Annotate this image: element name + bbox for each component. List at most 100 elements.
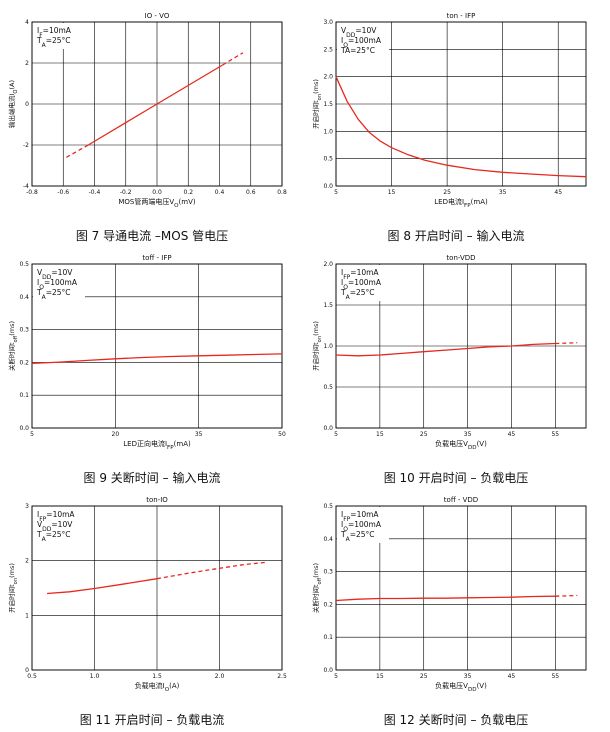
y-axis-label: 开启时间ton(ms) bbox=[311, 79, 323, 129]
x-tick-label: 2.5 bbox=[277, 673, 287, 680]
x-tick-label: 45 bbox=[508, 431, 516, 438]
y-tick-label: 0.5 bbox=[323, 384, 333, 391]
y-tick-label: 1.5 bbox=[323, 302, 333, 309]
x-tick-label: 50 bbox=[278, 431, 286, 438]
x-tick-label: 35 bbox=[464, 431, 472, 438]
figure-caption-10: 图 10 开启时间 – 负载电压 bbox=[383, 471, 529, 485]
y-tick-label: 0 bbox=[25, 101, 29, 108]
x-tick-label: 55 bbox=[551, 673, 559, 680]
plot-frame bbox=[335, 505, 587, 671]
condition-annotation: TA=25°C bbox=[36, 288, 71, 301]
x-tick-label: 0.2 bbox=[183, 189, 193, 196]
y-tick-label: 0.5 bbox=[323, 503, 333, 510]
y-axis-label: 关断时间toff(ms) bbox=[7, 321, 19, 371]
plot-frame bbox=[335, 263, 587, 429]
x-tick-label: 35 bbox=[499, 189, 507, 196]
y-tick-label: 1.0 bbox=[323, 128, 333, 135]
x-tick-label: 25 bbox=[443, 189, 451, 196]
y-tick-label: 2.5 bbox=[323, 46, 333, 53]
x-tick-label: 5 bbox=[334, 189, 338, 196]
plot-frame bbox=[335, 21, 587, 187]
x-tick-label: -0.2 bbox=[120, 189, 132, 196]
x-tick-label: 25 bbox=[420, 673, 428, 680]
chart-svg-4: ton-VDD 5 15 25 35 45 55 0.0 0.5 1.0 1.5 2.0 IFP=10m… bbox=[311, 254, 587, 451]
condition-annotation: IO=100mA bbox=[341, 520, 382, 533]
chart-panel-5: ton-IO 0.5 1.0 1.5 2.0 2.5 0 1 2 3 IFP=10mA VDD=10V… bbox=[2, 492, 302, 732]
y-tick-label: 0.0 bbox=[323, 183, 333, 190]
chart-title: toff - IFP bbox=[142, 254, 171, 262]
x-tick-label: 5 bbox=[334, 673, 338, 680]
x-tick-label: 35 bbox=[464, 673, 472, 680]
chart-svg-2: ton - IFP 5 15 25 35 45 0.0 0.5 1.0 1.5 2.0 2.5 3.0 V… bbox=[311, 12, 587, 209]
annotation-box bbox=[33, 265, 85, 301]
y-tick-label: 0.0 bbox=[323, 425, 333, 432]
chart-svg-3: toff - IFP 5 20 35 50 0.0 0.1 0.2 0.3 0.4 0.5 VDD=1… bbox=[7, 254, 286, 451]
condition-annotation: IF=10mA bbox=[37, 26, 72, 39]
condition-annotation: VDD=10V bbox=[341, 26, 377, 39]
x-axis-label: 负载电压VDD(V) bbox=[435, 681, 487, 693]
curve-solid-segment bbox=[31, 353, 283, 365]
curve-solid-segment bbox=[87, 64, 223, 146]
figure-caption-8: 图 8 开启时间 – 输入电流 bbox=[387, 229, 525, 243]
x-tick-label: 2.0 bbox=[215, 673, 225, 680]
x-axis-label: 负载电流IO(A) bbox=[135, 681, 180, 693]
x-axis-label: LED正向电流IFP(mA) bbox=[123, 439, 191, 451]
y-tick-label: 1.0 bbox=[323, 343, 333, 350]
curve-dashed-segment bbox=[66, 144, 89, 158]
y-tick-label: 0.0 bbox=[19, 425, 29, 432]
x-axis-label: MOS管两端电压VO(mV) bbox=[118, 197, 196, 209]
figure-caption-7: 图 7 导通电流 –MOS 管电压 bbox=[75, 229, 229, 243]
x-tick-label: 15 bbox=[376, 673, 384, 680]
x-axis-label: 负载电压VDD(V) bbox=[435, 439, 487, 451]
chart-title: toff - VDD bbox=[444, 496, 478, 504]
condition-annotation: IFP=10mA bbox=[37, 510, 75, 523]
x-tick-label: 35 bbox=[195, 431, 203, 438]
chart-title: ton-VDD bbox=[446, 254, 475, 262]
x-tick-label: 0.0 bbox=[152, 189, 162, 196]
condition-annotation: TA=25°C bbox=[340, 288, 375, 301]
y-tick-label: 0.1 bbox=[19, 392, 29, 399]
chart-svg-1: IO - VO -0.8 -0.6 -0.4 -0.2 0.0 0.2 0.4 0.6 0.8 -4… bbox=[7, 12, 287, 209]
condition-annotation: IFP=10mA bbox=[341, 268, 379, 281]
annotation-box bbox=[33, 23, 85, 49]
y-tick-label: 2 bbox=[25, 558, 29, 565]
y-tick-label: 0 bbox=[25, 667, 29, 674]
x-tick-label: 0.5 bbox=[27, 673, 37, 680]
y-tick-label: 0.0 bbox=[323, 667, 333, 674]
chart-svg-6: toff - VDD 5 15 25 35 45 55 0.0 0.1 0.2 0.3 0.4 0.5 I… bbox=[311, 496, 587, 693]
x-tick-label: 20 bbox=[112, 431, 120, 438]
condition-annotation: TA=25°C bbox=[340, 46, 375, 55]
x-tick-label: 15 bbox=[376, 431, 384, 438]
x-tick-label: -0.4 bbox=[89, 189, 101, 196]
chart-panel-3: toff - IFP 5 20 35 50 0.0 0.1 0.2 0.3 0.4 0.5 VDD=1… bbox=[2, 250, 302, 490]
y-tick-label: 0.3 bbox=[19, 327, 29, 334]
y-tick-label: 0.5 bbox=[19, 261, 29, 268]
condition-annotation: TA=25°C bbox=[36, 530, 71, 543]
plot-frame bbox=[31, 21, 283, 187]
y-axis-label: 关断时间toff(ms) bbox=[311, 563, 323, 613]
y-tick-label: 0.2 bbox=[323, 601, 333, 608]
y-tick-label: 0.5 bbox=[323, 156, 333, 163]
condition-annotation: IO=100mA bbox=[341, 278, 382, 291]
chart-title: ton-IO bbox=[146, 496, 168, 504]
x-tick-label: 25 bbox=[420, 431, 428, 438]
y-tick-label: 4 bbox=[25, 19, 29, 26]
condition-annotation: IO=100mA bbox=[341, 36, 382, 49]
x-tick-label: 55 bbox=[551, 431, 559, 438]
chart-title: ton - IFP bbox=[447, 12, 476, 20]
annotation-box bbox=[337, 265, 389, 301]
y-tick-label: 1.5 bbox=[323, 101, 333, 108]
x-tick-label: 45 bbox=[508, 673, 516, 680]
y-tick-label: 2.0 bbox=[323, 261, 333, 268]
x-axis-label: LED电流IFP(mA) bbox=[434, 197, 488, 209]
curve-solid-segment bbox=[335, 76, 587, 178]
y-axis-label: 输出端电流IO(A) bbox=[7, 80, 19, 128]
y-tick-label: 2 bbox=[25, 60, 29, 67]
y-tick-label: 0.4 bbox=[323, 536, 333, 543]
figure-caption-11: 图 11 开启时间 – 负载电流 bbox=[79, 713, 225, 727]
y-tick-label: 3.0 bbox=[323, 19, 333, 26]
annotation-box bbox=[337, 507, 389, 543]
x-tick-label: 0.8 bbox=[277, 189, 287, 196]
x-tick-label: 0.6 bbox=[246, 189, 256, 196]
curve-dashed-segment bbox=[156, 561, 268, 580]
